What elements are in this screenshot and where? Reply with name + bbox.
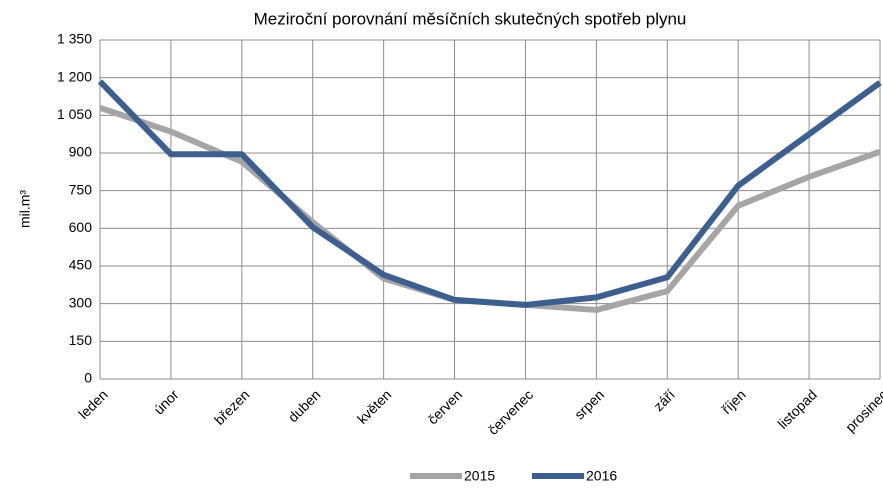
y-tick-label: 600 (69, 219, 93, 235)
y-tick-label: 450 (69, 257, 93, 273)
chart-title: Meziroční porovnání měsíčních skutečných… (254, 9, 687, 28)
legend-label: 2016 (586, 468, 617, 484)
x-tick-label: červen (424, 386, 465, 427)
x-tick-label: květen (354, 386, 394, 426)
series-line (99, 104, 882, 313)
y-tick-label: 1 200 (57, 68, 92, 84)
series-line (97, 79, 882, 308)
y-tick-label: 1 350 (57, 31, 92, 47)
x-tick-label: září (650, 386, 678, 414)
x-tick-label: srpen (571, 386, 607, 422)
x-tick-label: červenec (485, 386, 536, 437)
y-tick-label: 300 (69, 294, 93, 310)
y-tick-label: 1 050 (57, 106, 92, 122)
y-tick-label: 750 (69, 181, 93, 197)
x-tick-label: prosinec (842, 386, 883, 435)
y-tick-label: 150 (69, 332, 93, 348)
x-tick-label: říjen (718, 386, 749, 417)
x-tick-label: listopad (774, 386, 819, 431)
x-tick-label: únor (151, 386, 182, 417)
y-axis-label: mil.m³ (17, 190, 33, 228)
y-tick-label: 0 (84, 370, 92, 386)
x-tick-label: březen (211, 386, 253, 428)
legend-label: 2015 (464, 468, 495, 484)
y-tick-label: 900 (69, 144, 93, 160)
x-tick-label: duben (285, 386, 324, 425)
x-tick-label: leden (75, 386, 111, 422)
